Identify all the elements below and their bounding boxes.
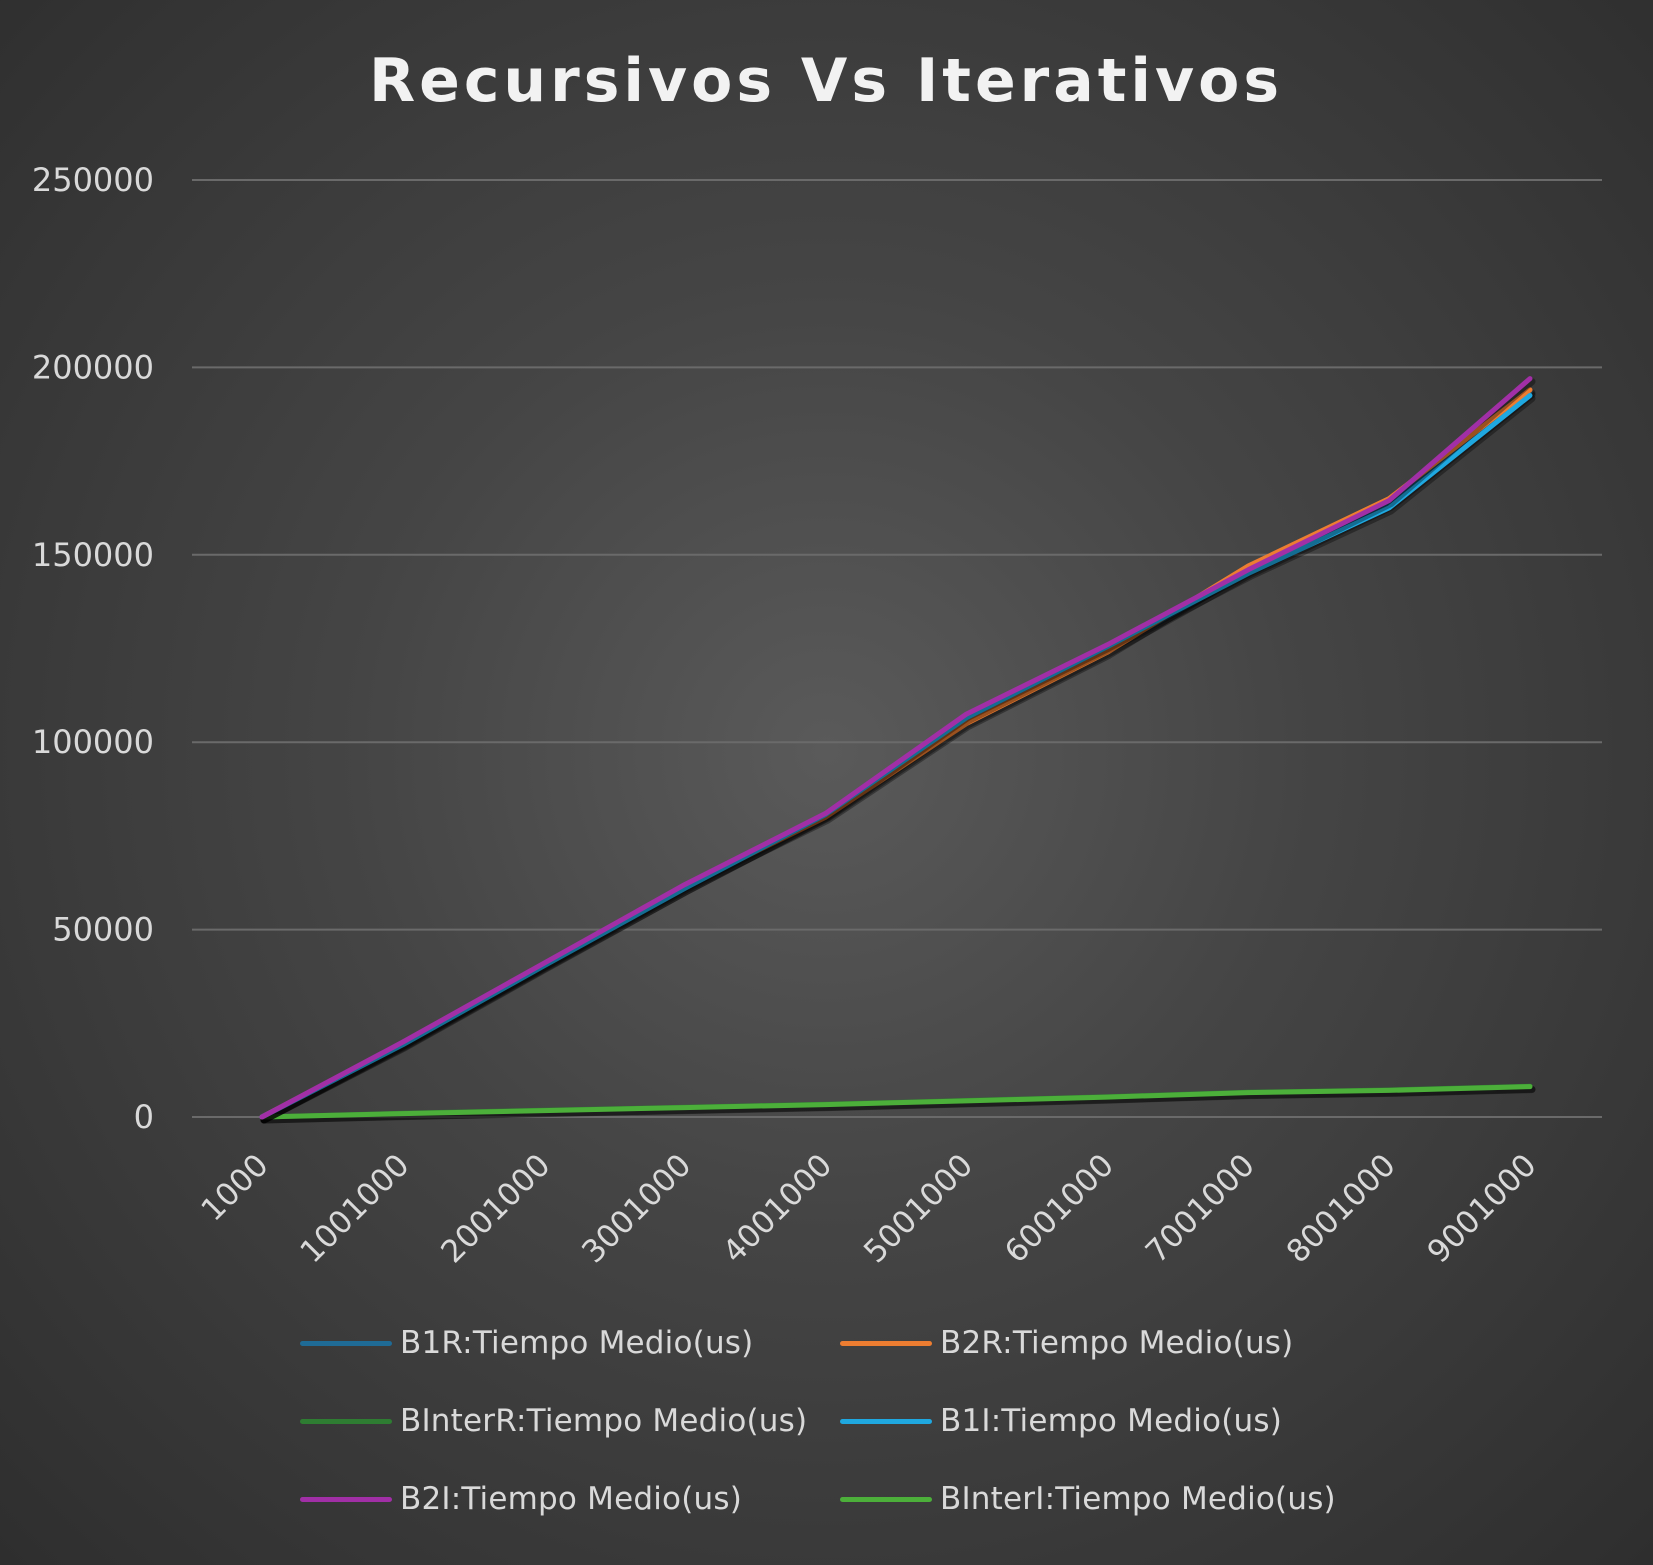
x-axis-tick-labels: 1000 1001000 2001000 3001000 4001000 5001000 6… [194, 1147, 1543, 1270]
y-tick-label: 150000 [32, 536, 154, 574]
x-tick-label: 1001000 [293, 1147, 416, 1270]
x-tick-label: 4001000 [716, 1147, 839, 1270]
series-line-shadow [260, 378, 1536, 1124]
legend-label: BInterR:Tiempo Medio(us) [400, 1403, 808, 1439]
legend-item: B2R:Tiempo Medio(us) [840, 1325, 1380, 1361]
legend-swatch [300, 1496, 392, 1502]
legend: B1R:Tiempo Medio(us) B2R:Tiempo Medio(us)… [300, 1325, 1400, 1517]
legend-item: B2I:Tiempo Medio(us) [300, 1481, 840, 1517]
legend-item: B1I:Tiempo Medio(us) [840, 1403, 1380, 1439]
chart-title: Recursivos Vs Iterativos [369, 46, 1283, 116]
legend-label: BInterI:Tiempo Medio(us) [940, 1481, 1336, 1517]
legend-swatch [300, 1340, 392, 1346]
series-line [259, 376, 1533, 1120]
series-line-shadow [260, 395, 1536, 1124]
series-line [259, 389, 1533, 1120]
y-tick-label: 50000 [52, 911, 154, 949]
legend-label: B1I:Tiempo Medio(us) [940, 1403, 1283, 1439]
x-tick-label: 6001000 [998, 1147, 1121, 1270]
gridlines [192, 179, 1602, 1118]
x-tick-label: 9001000 [1421, 1147, 1544, 1270]
y-axis-tick-labels: 0 50000 100000 150000 200000 250000 [32, 161, 154, 1136]
legend-swatch [300, 1418, 392, 1424]
y-tick-label: 200000 [32, 348, 154, 386]
y-tick-label: 0 [134, 1098, 154, 1136]
x-tick-label: 7001000 [1139, 1147, 1262, 1270]
series-line-shadow [260, 1085, 1536, 1124]
x-tick-label: 3001000 [575, 1147, 698, 1270]
series-lines [259, 376, 1536, 1124]
legend-swatch [840, 1418, 932, 1424]
legend-item: B1R:Tiempo Medio(us) [300, 1325, 840, 1361]
x-tick-label: 8001000 [1280, 1147, 1403, 1270]
legend-label: B1R:Tiempo Medio(us) [400, 1325, 754, 1361]
legend-item: BInterR:Tiempo Medio(us) [300, 1403, 840, 1439]
x-tick-label: 5001000 [857, 1147, 980, 1270]
series-line [259, 387, 1533, 1120]
x-tick-label: 2001000 [434, 1147, 557, 1270]
series-line-shadow [260, 1086, 1536, 1124]
legend-swatch [840, 1496, 932, 1502]
legend-label: B2R:Tiempo Medio(us) [940, 1325, 1294, 1361]
legend-label: B2I:Tiempo Medio(us) [400, 1481, 743, 1517]
y-tick-label: 100000 [32, 723, 154, 761]
series-line [259, 1084, 1533, 1120]
legend-swatch [840, 1340, 932, 1346]
x-tick-label: 1000 [194, 1147, 275, 1228]
series-line [259, 393, 1533, 1120]
y-tick-label: 250000 [32, 161, 154, 199]
legend-item: BInterI:Tiempo Medio(us) [840, 1481, 1380, 1517]
